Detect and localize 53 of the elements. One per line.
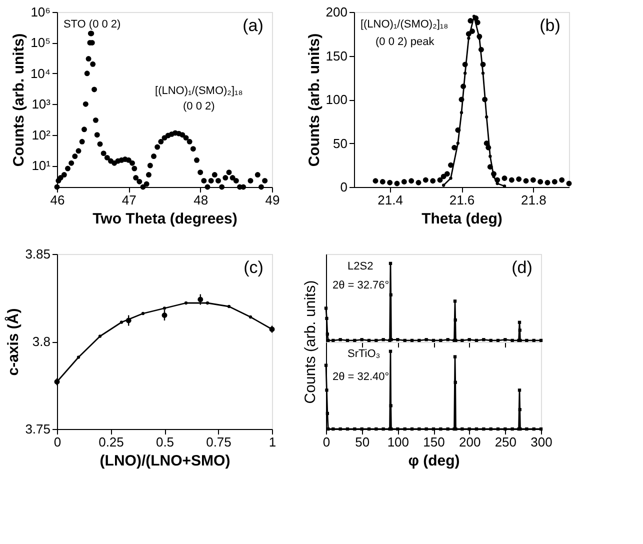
annotation: (c): [244, 258, 264, 277]
x-tick-label: 21.4: [378, 192, 403, 208]
annotation: (a): [242, 16, 264, 35]
x-tick-label: 47: [122, 192, 136, 208]
x-tick-label: 0.25: [98, 434, 124, 450]
x-tick-label: 150: [423, 434, 445, 450]
x-tick-label: 21.8: [521, 192, 546, 208]
y-axis-title: Counts (arb. units): [302, 280, 319, 404]
x-tick-label: 300: [530, 434, 552, 450]
x-tick-label: 46: [50, 192, 65, 208]
annotation: (0 0 2): [183, 100, 215, 112]
y-tick-label: 10²: [32, 127, 52, 142]
y-tick-label: 10³: [32, 96, 52, 112]
x-axis-title: (LNO)/(LNO+SMO): [100, 452, 230, 470]
annotation: L2S2: [348, 260, 374, 272]
x-axis-title: Theta (deg): [422, 210, 502, 228]
x-tick-label: 0.5: [156, 434, 174, 450]
y-tick-label: 10⁵: [30, 35, 50, 50]
y-tick-label: 10⁴: [30, 66, 50, 81]
y-axis-title: Counts (arb. units): [306, 33, 323, 167]
annotation: SrTiO₃: [348, 348, 380, 360]
annotation: [(LNO)₁/(SMO)₂]₁₈: [360, 18, 448, 30]
annotation: STO (0 0 2): [63, 18, 121, 30]
y-tick-label: 3.85: [25, 246, 50, 262]
y-tick-label: 0: [340, 180, 348, 194]
y-tick-label: 10¹: [32, 158, 52, 174]
annotation: 2θ = 32.40°: [332, 370, 390, 383]
y-tick-label: 150: [326, 48, 348, 64]
x-tick-label: 21.6: [449, 192, 475, 208]
annotation: (d): [512, 258, 532, 278]
y-tick-label: 3.75: [25, 422, 50, 436]
x-tick-label: 0.75: [206, 434, 232, 450]
annotation: (b): [540, 16, 560, 35]
annotation: (0 0 2) peak: [376, 36, 435, 48]
x-tick-label: 100: [387, 434, 410, 450]
x-tick-label: 200: [458, 434, 481, 450]
annotation: 2θ = 32.76°: [332, 280, 390, 292]
y-tick-label: 100: [326, 92, 348, 107]
x-tick-label: 250: [494, 434, 517, 450]
y-tick-label: 3.8: [32, 334, 50, 349]
x-tick-label: 1: [268, 434, 276, 450]
annotation: [(LNO)₁/(SMO)₂]₁₈: [155, 84, 243, 97]
x-tick-label: 48: [194, 192, 208, 208]
y-axis-title: c-axis (Å): [4, 308, 22, 376]
x-axis-title: φ (deg): [408, 452, 460, 470]
y-tick-label: 50: [333, 136, 348, 151]
x-tick-label: 50: [355, 434, 370, 450]
y-tick-label: 200: [326, 4, 348, 20]
x-tick-label: 0: [54, 434, 62, 450]
x-axis-title: Two Theta (degrees): [92, 210, 238, 228]
y-tick-label: 10⁶: [30, 4, 50, 20]
x-tick-label: 49: [265, 192, 280, 208]
y-axis-title: Counts (arb. units): [10, 33, 28, 167]
